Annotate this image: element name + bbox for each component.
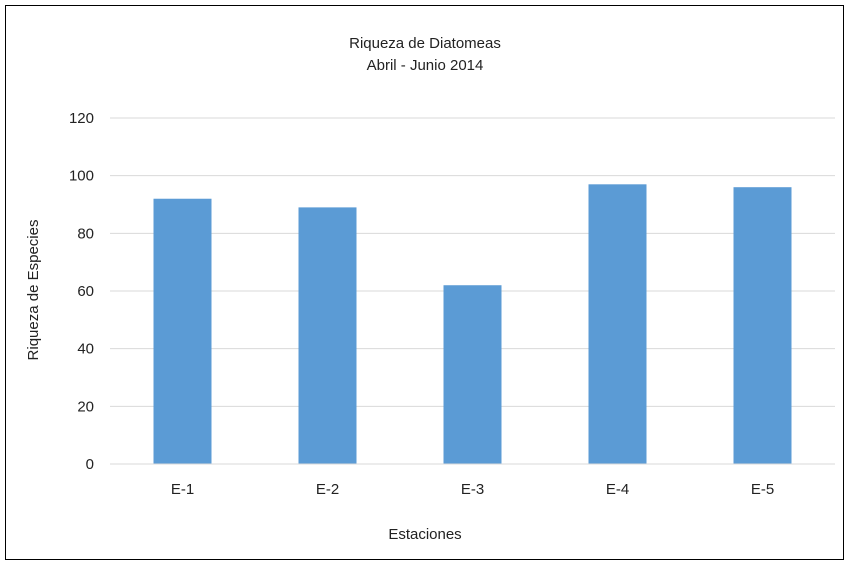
bar-e-1 bbox=[153, 198, 212, 464]
bar-e-5 bbox=[733, 187, 792, 464]
y-axis-ticks: 0 20 40 60 80 100 120 bbox=[69, 110, 94, 473]
x-tick-label: E-5 bbox=[751, 481, 774, 498]
bar-e-3 bbox=[443, 285, 502, 464]
y-tick-label: 20 bbox=[77, 398, 94, 415]
x-tick-label: E-3 bbox=[461, 481, 484, 498]
y-tick-label: 40 bbox=[77, 341, 94, 358]
gridlines bbox=[110, 117, 835, 407]
y-axis-label: Riqueza de Especies bbox=[25, 220, 42, 361]
x-tick-label: E-4 bbox=[606, 481, 629, 498]
x-axis-label: Estaciones bbox=[388, 526, 461, 543]
y-tick-label: 120 bbox=[69, 110, 94, 127]
x-tick-label: E-1 bbox=[171, 481, 194, 498]
chart-title: Riqueza de Diatomeas bbox=[349, 35, 501, 52]
chart-subtitle: Abril - Junio 2014 bbox=[367, 57, 484, 74]
y-tick-label: 60 bbox=[77, 283, 94, 300]
bar-e-4 bbox=[588, 184, 647, 465]
x-tick-label: E-2 bbox=[316, 481, 339, 498]
y-tick-label: 100 bbox=[69, 168, 94, 185]
y-tick-label: 80 bbox=[77, 225, 94, 242]
y-tick-label: 0 bbox=[86, 456, 94, 473]
bar-e-2 bbox=[298, 207, 357, 464]
x-axis-ticks: E-1 E-2 E-3 E-4 E-5 bbox=[171, 481, 774, 498]
chart-frame bbox=[5, 5, 844, 560]
bars bbox=[153, 184, 792, 465]
